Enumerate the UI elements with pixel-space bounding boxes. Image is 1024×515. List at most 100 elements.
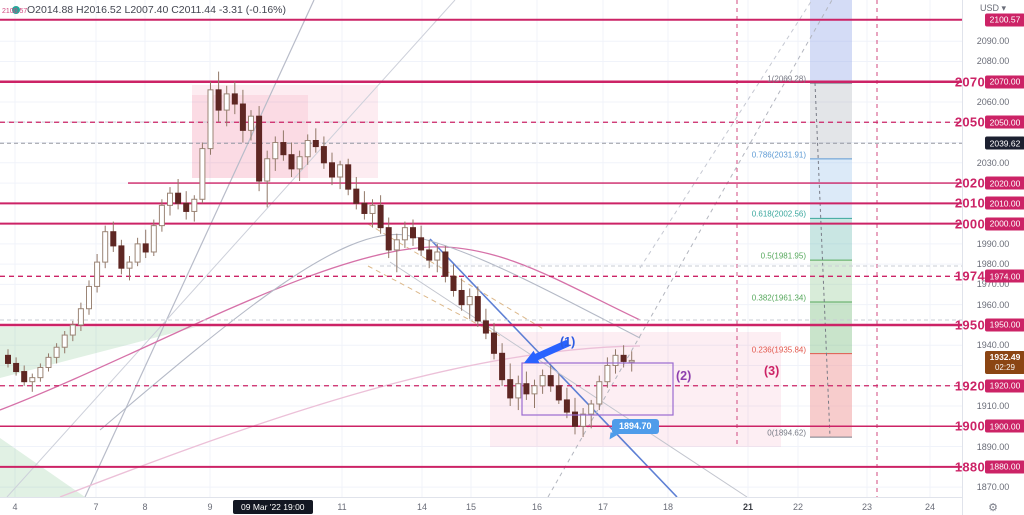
price-axis-level-badge: 1900.00 — [985, 419, 1024, 433]
price-axis-level-badge: 2000.00 — [985, 217, 1024, 231]
fib-level-label: 0.786(2031.91) — [751, 150, 806, 160]
candle-body — [134, 243, 141, 263]
ohlc-values: O2014.88 H2016.52 L2007.40 C2011.44 -3.3… — [27, 4, 286, 16]
candle-body — [353, 188, 360, 204]
time-axis-tick-label: 7 — [93, 502, 99, 512]
candle-body — [491, 332, 497, 354]
currency-label: USD — [979, 3, 999, 13]
moving-average-curve — [0, 246, 641, 411]
key-level-price-label: 1900 — [954, 418, 985, 434]
candlestick-chart-canvas[interactable] — [0, 0, 962, 497]
trendline[interactable] — [639, 0, 813, 269]
price-axis-tick-label: 2090.00 — [976, 36, 1010, 47]
price-axis-level-badge: 2020.00 — [985, 176, 1024, 190]
time-axis-tick-label: 23 — [861, 502, 873, 512]
trendline[interactable] — [367, 265, 501, 337]
candle-body — [401, 227, 408, 241]
price-axis-level-badge: 2050.00 — [985, 115, 1024, 129]
candle-body — [150, 225, 157, 253]
candle-body — [142, 243, 149, 253]
time-axis-tick-label: 24 — [924, 502, 936, 512]
wave-label-2[interactable]: (2) — [676, 369, 692, 383]
fib-connector-line[interactable] — [814, 82, 831, 438]
chevron-down-icon: ▾ — [1001, 3, 1007, 13]
symbol-legend[interactable]: O2014.88 H2016.52 L2007.40 C2011.44 -3.3… — [12, 4, 286, 16]
candle-body — [426, 249, 433, 261]
candle-body — [37, 367, 44, 379]
candle-body — [393, 239, 400, 251]
key-level-price-label: 1920 — [954, 378, 985, 394]
wave-label-3[interactable]: (3) — [764, 364, 780, 378]
wave2-consolidation-box[interactable] — [521, 362, 674, 416]
blue-direction-arrow[interactable] — [524, 339, 570, 364]
candle-body — [53, 346, 60, 358]
key-level-price-label: 2050 — [954, 114, 985, 130]
price-axis-tick-label: 1960.00 — [976, 299, 1010, 310]
trendline[interactable] — [389, 261, 748, 497]
currency-selector[interactable]: USD ▾ — [963, 3, 1023, 14]
candle-body — [199, 148, 206, 200]
time-axis-tick-label: 22 — [792, 502, 804, 512]
candle-body — [612, 354, 619, 366]
candle-body — [320, 146, 327, 164]
supply-demand-zone[interactable] — [192, 85, 378, 178]
fib-band — [810, 218, 852, 261]
candle-body — [86, 285, 92, 310]
gear-icon[interactable]: ⚙ — [988, 502, 998, 514]
candle-body — [474, 296, 481, 322]
candle-body — [563, 399, 570, 413]
candle-body — [482, 320, 489, 334]
candle-body — [61, 334, 68, 348]
candle-body — [231, 93, 238, 105]
time-axis-tick-label: 14 — [416, 502, 428, 512]
trendline[interactable] — [429, 238, 678, 497]
candle-body — [377, 204, 384, 229]
candle-body — [272, 142, 279, 160]
price-callout-value: 1894.70 — [619, 421, 652, 431]
time-axis-tick-label: 8 — [142, 502, 148, 512]
candle-body — [280, 142, 287, 156]
price-axis-tick-label: 1890.00 — [976, 441, 1010, 452]
candle-body — [158, 204, 165, 227]
candle-body — [118, 245, 125, 269]
candle-body — [442, 251, 449, 277]
demand-zone-shape[interactable] — [0, 327, 196, 378]
key-level-price-label: 1950 — [954, 317, 985, 333]
time-axis[interactable]: 4 7 8 9 11 14 15 16 17 18 21 22 23 24 — [0, 497, 962, 515]
candle-body — [620, 354, 627, 362]
candle-body — [126, 261, 133, 269]
price-axis-tick-label: 1940.00 — [976, 340, 1010, 351]
candle-body — [329, 162, 335, 178]
key-level-price-label: 2020 — [954, 175, 985, 191]
moving-average-curve — [99, 233, 641, 431]
candle-body — [296, 156, 303, 170]
candle-body — [523, 383, 530, 395]
candle-body — [369, 204, 376, 214]
price-callout-tag[interactable]: 1894.70 — [609, 419, 659, 441]
price-axis-level-badge: 2100.57 — [985, 13, 1024, 27]
price-axis-level-badge: 1950.00 — [985, 318, 1024, 332]
candle-body — [345, 164, 352, 190]
time-axis-tick-label: 9 — [207, 502, 213, 512]
price-axis-level-badge: 1880.00 — [985, 460, 1024, 474]
candle-body — [596, 381, 603, 405]
price-axis-level-badge: 1974.00 — [985, 269, 1024, 283]
price-axis-level-badge: 1920.00 — [985, 379, 1024, 393]
level-line-price-label: 2100.57 — [2, 8, 28, 15]
candle-body — [466, 296, 473, 306]
candle-body — [223, 93, 230, 111]
candle-body — [312, 140, 319, 148]
price-axis[interactable]: USD ▾ 1932.49 02:29 ⚙ 2090.00 2080.00 2060… — [962, 0, 1024, 515]
price-axis-tick-label: 1870.00 — [976, 482, 1010, 493]
candle-body — [572, 411, 578, 427]
candle-body — [94, 261, 101, 287]
key-level-price-label: 1974 — [954, 268, 985, 284]
price-axis-level-badge: 2039.62 — [985, 136, 1024, 150]
wave-label-1[interactable]: (1) — [560, 335, 576, 349]
candle-body — [547, 375, 554, 387]
candle-body — [264, 158, 271, 182]
candle-body — [69, 324, 76, 336]
price-axis-tick-label: 1980.00 — [976, 259, 1010, 270]
key-level-price-label: 2000 — [954, 216, 985, 232]
